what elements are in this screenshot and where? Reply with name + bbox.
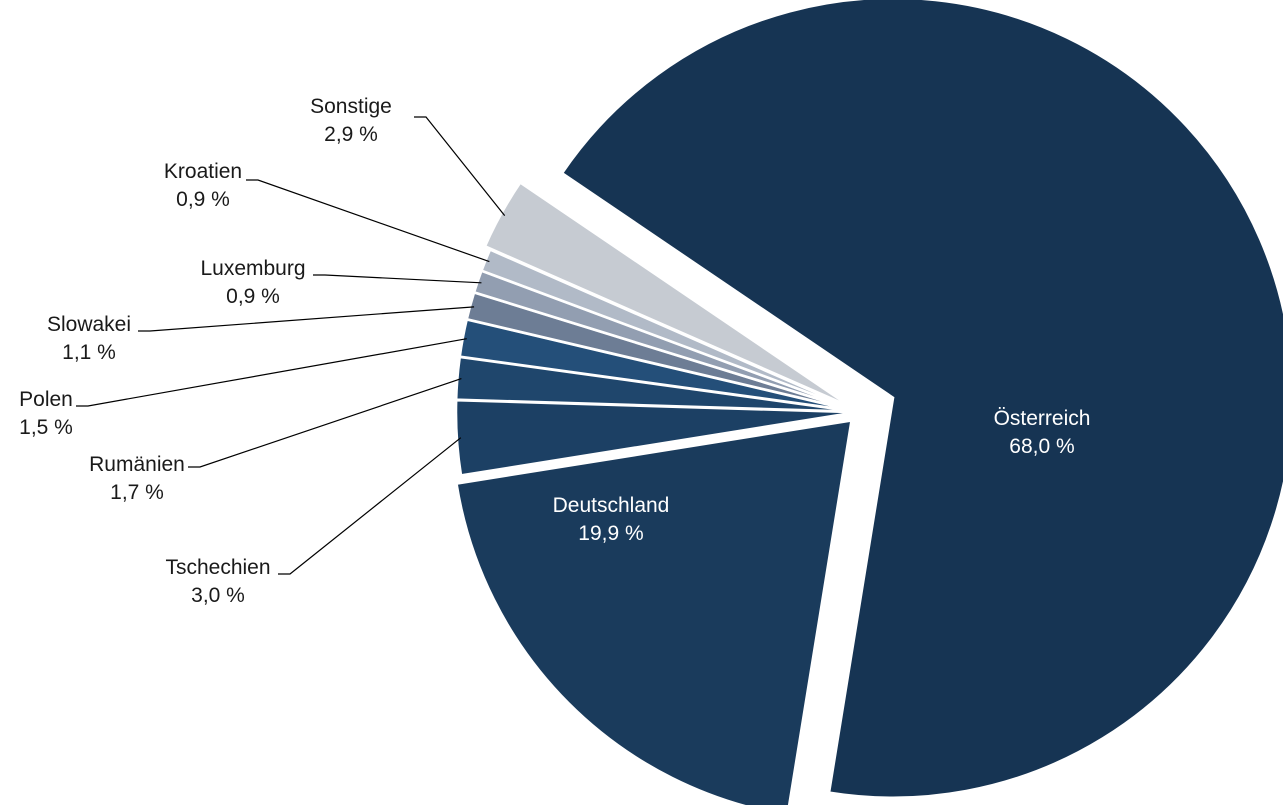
slice-label-name: Deutschland bbox=[553, 494, 670, 517]
slice-label-kroatien: Kroatien 0,9 % bbox=[164, 160, 242, 211]
pie-slices bbox=[454, 0, 1283, 805]
slice-label-value: 3,0 % bbox=[191, 584, 245, 607]
slice-label-value: 0,9 % bbox=[226, 285, 280, 308]
leader-lines bbox=[76, 116, 506, 575]
leader-line-tschechien bbox=[278, 437, 462, 575]
slice-label-tschechien: Tschechien 3,0 % bbox=[165, 556, 270, 607]
slice-label-slowakei: Slowakei 1,1 % bbox=[47, 313, 131, 364]
pie-slice-österreich bbox=[560, 0, 1283, 799]
slice-label-value: 1,1 % bbox=[62, 341, 116, 364]
slice-label-österreich: Österreich 68,0 % bbox=[994, 407, 1091, 458]
slice-label-deutschland: Deutschland 19,9 % bbox=[553, 494, 670, 545]
pie-slice-sonstige bbox=[483, 180, 852, 409]
slice-label-sonstige: Sonstige 2,9 % bbox=[310, 95, 392, 146]
slice-label-name: Rumänien bbox=[89, 453, 185, 476]
leader-line-rumänien bbox=[188, 378, 462, 468]
slice-label-name: Polen bbox=[19, 388, 73, 411]
slice-label-luxemburg: Luxemburg 0,9 % bbox=[200, 257, 305, 308]
leader-line-slowakei bbox=[138, 306, 475, 332]
slice-label-rumänien: Rumänien 1,7 % bbox=[89, 453, 185, 504]
leader-line-kroatien bbox=[246, 179, 490, 263]
slice-label-value: 68,0 % bbox=[1009, 435, 1074, 458]
slice-label-name: Österreich bbox=[994, 407, 1091, 430]
slice-label-name: Tschechien bbox=[165, 556, 270, 579]
slice-label-value: 1,5 % bbox=[19, 416, 73, 439]
leader-line-sonstige bbox=[414, 116, 506, 216]
slice-label-value: 2,9 % bbox=[324, 123, 378, 146]
slice-label-name: Luxemburg bbox=[200, 257, 305, 280]
slice-label-polen: Polen 1,5 % bbox=[19, 388, 73, 439]
slice-label-value: 1,7 % bbox=[110, 481, 164, 504]
slice-label-value: 19,9 % bbox=[578, 522, 643, 545]
slice-label-name: Sonstige bbox=[310, 95, 392, 118]
leader-line-polen bbox=[76, 338, 467, 407]
leader-line-luxemburg bbox=[313, 274, 482, 284]
slice-labels: Österreich 68,0 % Deutschland 19,9 % Tschech… bbox=[19, 95, 1090, 607]
pie-slice-deutschland bbox=[455, 418, 854, 805]
slice-label-value: 0,9 % bbox=[176, 188, 230, 211]
slice-label-name: Kroatien bbox=[164, 160, 242, 183]
slice-label-name: Slowakei bbox=[47, 313, 131, 336]
